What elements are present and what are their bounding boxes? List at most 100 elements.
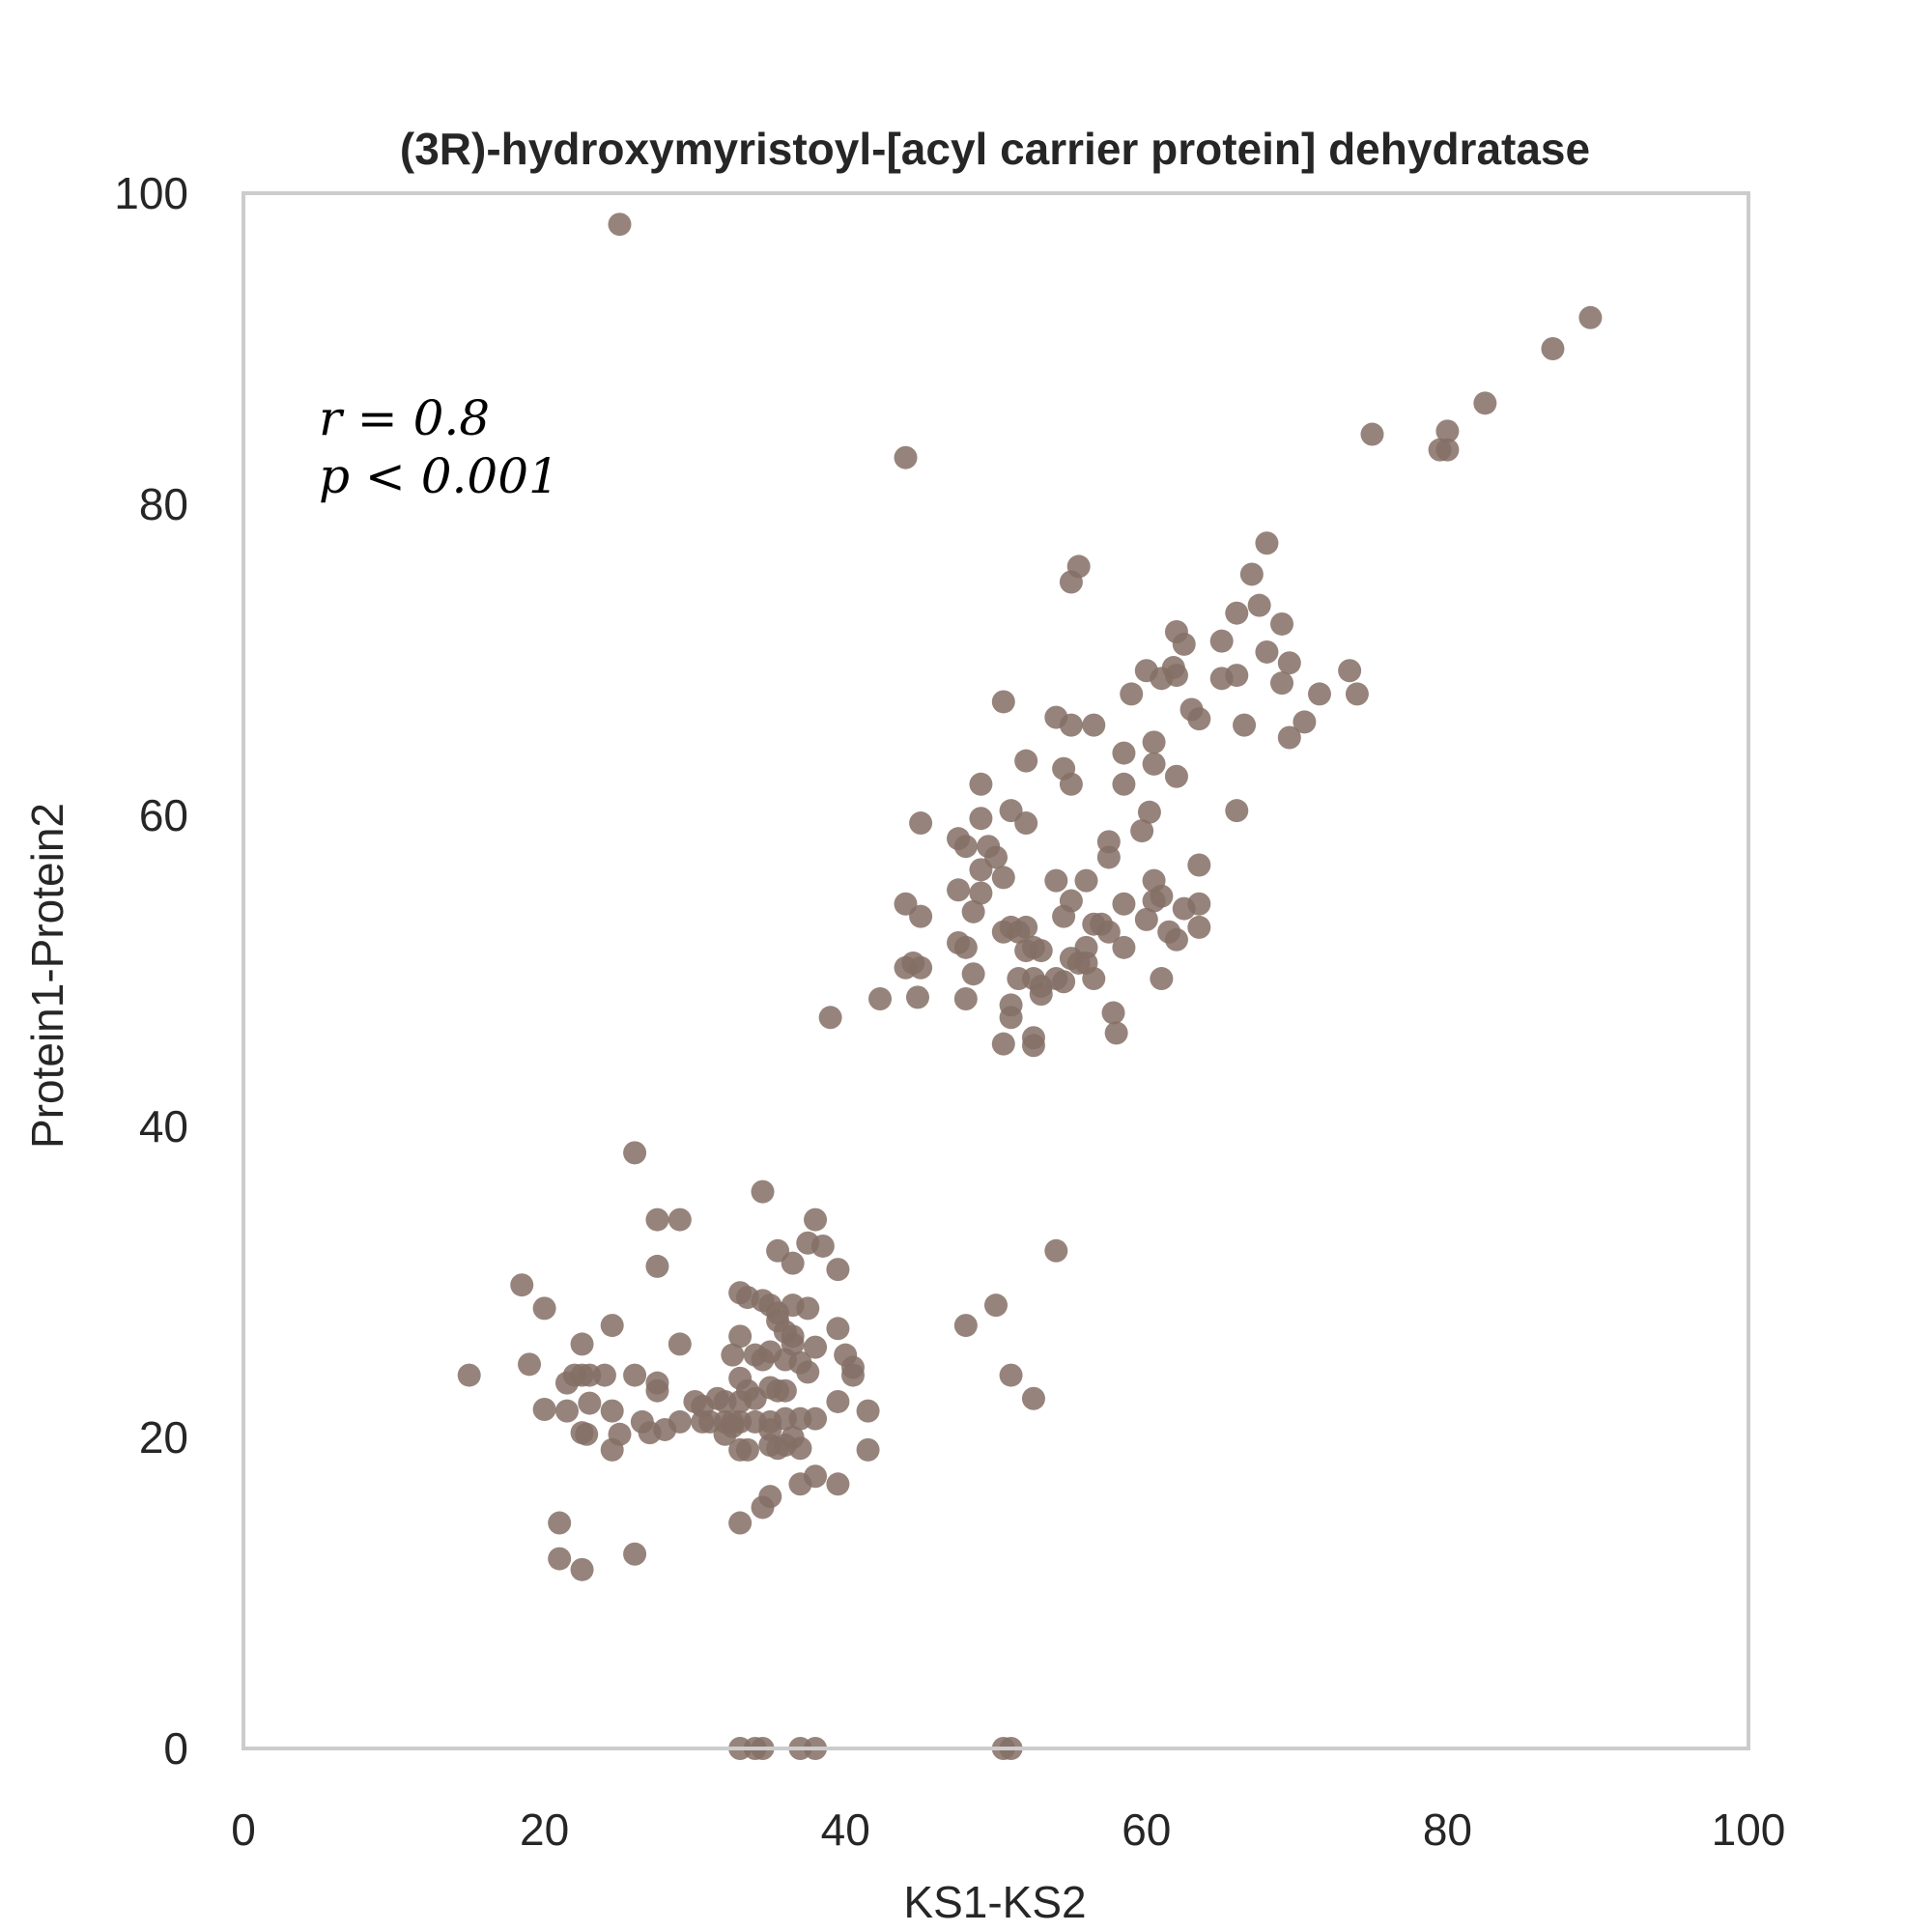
data-point-75 — [1142, 889, 1166, 913]
data-point-231 — [728, 1511, 753, 1535]
data-point-37 — [991, 690, 1015, 714]
data-point-137 — [510, 1273, 534, 1297]
data-point-47 — [969, 772, 993, 796]
data-point-171 — [623, 1363, 647, 1387]
data-point-5 — [1435, 438, 1460, 462]
data-point-86 — [1187, 915, 1211, 939]
data-point-0 — [608, 213, 632, 237]
data-point-59 — [1137, 800, 1161, 824]
data-point-233 — [548, 1547, 572, 1571]
data-point-110 — [1052, 970, 1076, 994]
data-point-80 — [1052, 904, 1076, 928]
data-point-14 — [1225, 601, 1249, 625]
data-point-235 — [623, 1542, 647, 1566]
data-point-193 — [554, 1399, 579, 1423]
data-point-232 — [548, 1511, 572, 1535]
data-point-113 — [868, 986, 893, 1010]
data-point-153 — [728, 1324, 753, 1349]
data-point-29 — [1345, 682, 1369, 706]
data-point-207 — [804, 1406, 828, 1431]
correlation-r-annotation: r = 0.8 — [319, 390, 490, 446]
y-axis-ticks: 0 20 40 60 80 100 — [114, 168, 188, 1774]
data-point-101 — [909, 955, 933, 980]
y-tick-label-4: 80 — [139, 479, 188, 529]
data-point-134 — [645, 1254, 669, 1278]
data-point-42 — [1142, 730, 1166, 754]
data-point-151 — [953, 1314, 978, 1338]
data-point-13 — [1247, 593, 1271, 617]
data-point-24 — [1164, 664, 1188, 688]
data-point-142 — [532, 1296, 556, 1321]
data-point-215 — [713, 1422, 737, 1446]
data-point-177 — [554, 1371, 579, 1395]
x-tick-label-0: 0 — [231, 1804, 256, 1855]
data-point-120 — [1101, 1001, 1125, 1025]
data-point-136 — [826, 1258, 850, 1282]
data-point-188 — [728, 1389, 753, 1413]
data-point-84 — [1096, 920, 1121, 944]
data-point-31 — [1120, 682, 1144, 706]
data-point-230 — [751, 1495, 775, 1520]
data-point-34 — [1233, 713, 1257, 737]
data-point-173 — [999, 1363, 1023, 1387]
data-point-40 — [1082, 713, 1106, 737]
data-point-127 — [645, 1208, 669, 1232]
data-point-60 — [1130, 819, 1154, 843]
data-point-115 — [953, 986, 978, 1010]
data-point-97 — [1112, 935, 1136, 959]
data-point-51 — [1014, 811, 1038, 836]
x-tick-label-3: 60 — [1122, 1804, 1171, 1855]
data-point-92 — [953, 935, 978, 959]
data-point-211 — [575, 1422, 599, 1446]
data-point-17 — [1172, 632, 1196, 656]
data-point-77 — [1187, 892, 1211, 916]
data-point-118 — [818, 1006, 842, 1030]
data-point-158 — [721, 1343, 745, 1367]
data-point-72 — [969, 881, 993, 905]
x-tick-label-5: 100 — [1712, 1804, 1786, 1855]
data-point-135 — [781, 1251, 805, 1275]
data-point-174 — [457, 1363, 481, 1387]
y-tick-label-5: 100 — [114, 168, 188, 218]
data-point-35 — [1293, 710, 1317, 734]
data-point-105 — [961, 962, 985, 986]
data-point-192 — [826, 1389, 850, 1413]
data-points — [457, 213, 1603, 1760]
data-point-218 — [600, 1437, 624, 1462]
data-point-2 — [1360, 422, 1384, 446]
data-point-121 — [1104, 1021, 1128, 1045]
y-tick-label-1: 20 — [139, 1412, 188, 1463]
data-point-162 — [518, 1352, 542, 1377]
data-point-132 — [810, 1234, 835, 1258]
data-point-3 — [1435, 419, 1460, 443]
data-point-74 — [1112, 892, 1136, 916]
data-point-18 — [1209, 629, 1234, 653]
data-point-81 — [1134, 907, 1158, 931]
data-point-10 — [1059, 570, 1083, 594]
data-point-90 — [1014, 915, 1038, 939]
x-axis-label: KS1-KS2 — [903, 1877, 1086, 1927]
data-point-15 — [1270, 611, 1294, 636]
data-point-234 — [570, 1557, 594, 1581]
data-point-33 — [1187, 707, 1211, 731]
data-point-146 — [984, 1293, 1008, 1318]
data-point-157 — [804, 1335, 828, 1359]
data-point-184 — [1021, 1386, 1045, 1410]
data-point-225 — [856, 1437, 880, 1462]
data-point-41 — [1112, 741, 1136, 765]
data-point-126 — [751, 1179, 775, 1204]
data-point-67 — [1074, 868, 1098, 893]
data-point-182 — [645, 1378, 669, 1403]
data-point-12 — [1239, 562, 1264, 586]
data-point-49 — [1164, 764, 1188, 788]
data-point-55 — [953, 835, 978, 859]
data-point-149 — [600, 1314, 624, 1338]
data-point-194 — [532, 1398, 556, 1422]
data-point-8 — [1578, 305, 1603, 329]
data-point-7 — [1541, 337, 1565, 360]
data-point-214 — [653, 1417, 677, 1441]
data-point-125 — [623, 1141, 647, 1165]
data-point-46 — [1059, 772, 1083, 796]
data-point-224 — [788, 1436, 812, 1461]
